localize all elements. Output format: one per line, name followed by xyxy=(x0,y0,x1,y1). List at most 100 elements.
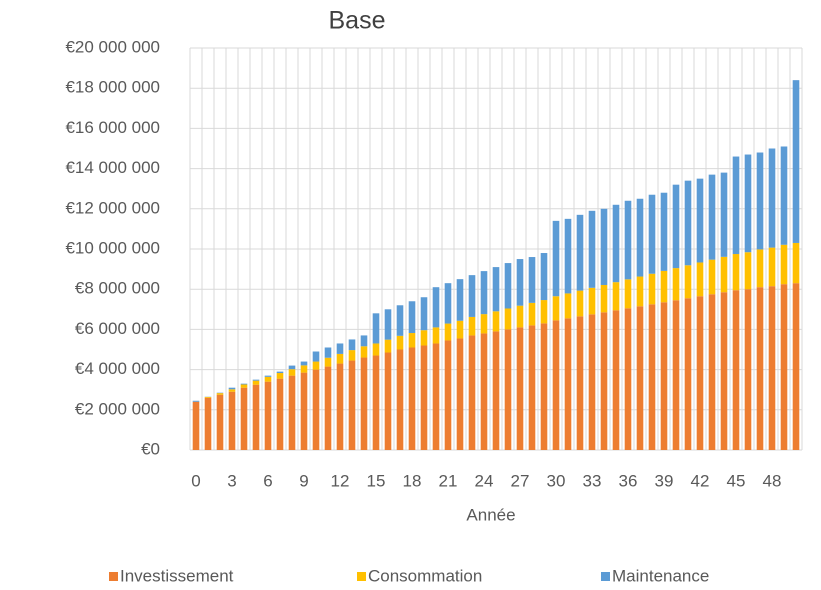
bar-segment xyxy=(420,345,428,450)
bar-segment xyxy=(696,262,704,297)
bar-segment xyxy=(624,200,632,280)
bar-segment xyxy=(564,293,572,319)
bar-segment xyxy=(636,276,644,307)
bar-segment xyxy=(492,311,500,332)
bar-segment xyxy=(264,376,272,382)
bar-segment xyxy=(348,360,356,450)
x-tick-label: 42 xyxy=(691,471,710,490)
bar-segment xyxy=(660,192,668,271)
bar-segment xyxy=(336,363,344,450)
bar-segment xyxy=(492,267,500,312)
bar-segment xyxy=(252,384,260,450)
bar-segment xyxy=(420,330,428,346)
bar-segment xyxy=(528,257,536,303)
legend-label: Investissement xyxy=(120,566,234,585)
bar-segment xyxy=(276,378,284,450)
bar-segment xyxy=(384,352,392,450)
y-tick-label: €16 000 000 xyxy=(65,118,160,137)
x-tick-label: 12 xyxy=(331,471,350,490)
bar-segment xyxy=(708,174,716,260)
x-tick-label: 30 xyxy=(547,471,566,490)
bar-segment xyxy=(732,290,740,450)
bar-segment xyxy=(720,292,728,450)
bar-segment xyxy=(360,335,368,347)
bar-segment xyxy=(636,198,644,277)
bar-segment xyxy=(660,302,668,450)
y-tick-label: €4 000 000 xyxy=(75,359,160,378)
bar-segment xyxy=(444,340,452,450)
x-tick-label: 45 xyxy=(727,471,746,490)
bar-segment xyxy=(240,384,248,388)
bar-segment xyxy=(372,313,380,344)
bar-segment xyxy=(216,394,224,450)
bar-segment xyxy=(468,275,476,317)
bar-segment xyxy=(264,375,272,377)
bar-segment xyxy=(492,331,500,450)
bar-segment xyxy=(276,371,284,374)
bar-segment xyxy=(240,383,248,385)
x-tick-label: 39 xyxy=(655,471,674,490)
x-tick-label: 9 xyxy=(299,471,308,490)
bar-segment xyxy=(300,365,308,373)
bar-segment xyxy=(792,242,800,284)
legend-marker xyxy=(109,572,118,581)
bar-segment xyxy=(252,379,260,381)
bar-segment xyxy=(468,335,476,450)
bar-segment xyxy=(456,338,464,450)
bar-segment xyxy=(576,214,584,291)
bar-segment xyxy=(480,314,488,334)
bar-segment xyxy=(468,316,476,336)
bar-segment xyxy=(564,318,572,450)
bar-segment xyxy=(600,284,608,313)
bar-segment xyxy=(780,284,788,450)
bar-segment xyxy=(192,401,200,450)
y-tick-label: €2 000 000 xyxy=(75,399,160,418)
bar-segment xyxy=(552,296,560,321)
bar-segment xyxy=(552,220,560,297)
bar-segment xyxy=(300,361,308,366)
bar-segment xyxy=(432,343,440,450)
bar-segment xyxy=(768,148,776,248)
bar-segment xyxy=(600,208,608,285)
bar-segment xyxy=(228,389,236,392)
bar-segment xyxy=(348,350,356,361)
bar-segment xyxy=(288,365,296,370)
bar-segment xyxy=(228,391,236,450)
bar-segment xyxy=(756,152,764,250)
bar-segment xyxy=(312,351,320,362)
bar-segment xyxy=(480,271,488,315)
bar-segment xyxy=(516,327,524,450)
bar-segment xyxy=(312,361,320,370)
legend-label: Maintenance xyxy=(612,566,709,585)
bar-segment xyxy=(444,283,452,324)
bar-segment xyxy=(288,369,296,376)
bar-segment xyxy=(312,369,320,450)
bar-segment xyxy=(696,178,704,263)
bar-segment xyxy=(324,366,332,450)
bar-segment xyxy=(624,308,632,450)
bar-segment xyxy=(732,156,740,255)
y-tick-label: €0 xyxy=(141,439,160,458)
bar-segment xyxy=(336,353,344,364)
x-tick-label: 6 xyxy=(263,471,272,490)
bar-segment xyxy=(564,218,572,294)
x-axis-title: Année xyxy=(466,505,515,524)
bar-segment xyxy=(612,282,620,311)
bar-segment xyxy=(600,312,608,450)
bar-segment xyxy=(504,308,512,330)
bar-segment xyxy=(504,263,512,309)
x-tick-label: 24 xyxy=(475,471,494,490)
y-tick-label: €18 000 000 xyxy=(65,78,160,97)
bar-segment xyxy=(324,347,332,358)
bar-segment xyxy=(624,279,632,309)
bar-segment xyxy=(708,259,716,295)
x-tick-label: 21 xyxy=(439,471,458,490)
x-tick-label: 3 xyxy=(227,471,236,490)
bar-segment xyxy=(360,357,368,450)
bar-segment xyxy=(768,286,776,450)
bar-segment xyxy=(204,397,212,450)
bar-segment xyxy=(372,343,380,356)
bar-segment xyxy=(732,254,740,291)
